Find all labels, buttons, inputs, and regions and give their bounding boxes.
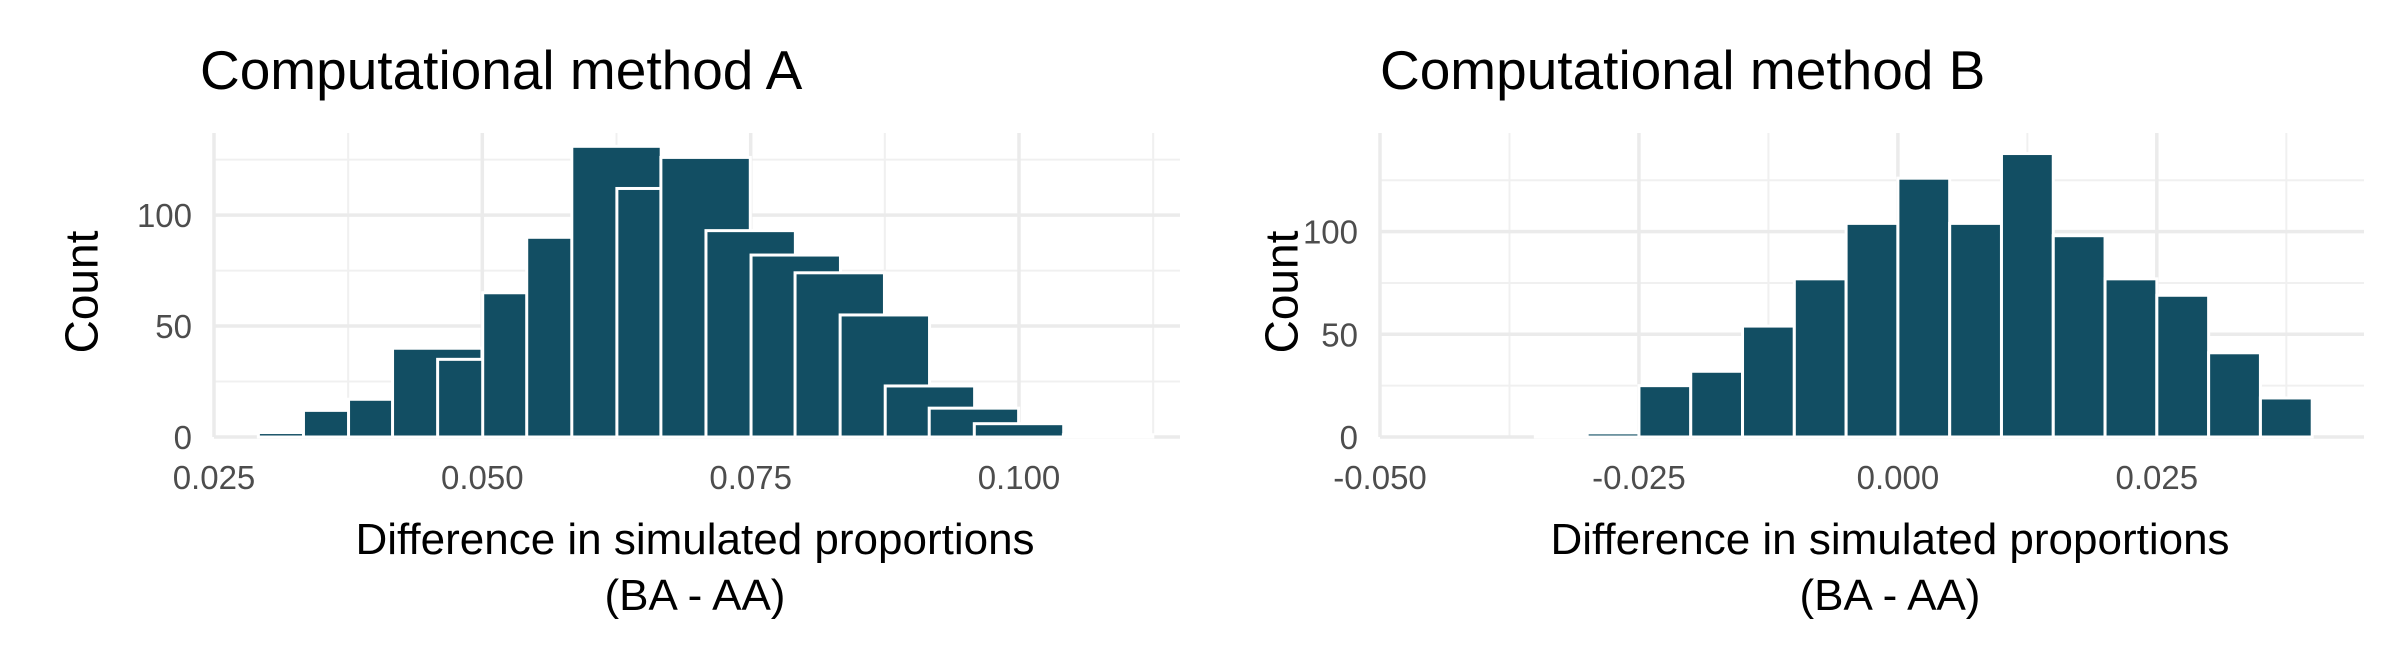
x-axis-label-line2: (BA - AA) (1799, 571, 1981, 620)
x-tick-label: 0.025 (173, 459, 256, 496)
histogram-bar (1061, 433, 1155, 439)
y-tick-label: 0 (174, 419, 192, 456)
histogram-bar (2258, 396, 2314, 439)
y-tick-label: 100 (1303, 214, 1358, 251)
x-tick-label: -0.050 (1333, 459, 1427, 496)
histogram-bar (1896, 176, 1952, 439)
x-axis-label: Difference in simulated proportions (BA … (235, 512, 1155, 624)
histogram-bar (1844, 221, 1900, 439)
bars (1533, 152, 2314, 439)
x-tick-label: 0.100 (978, 459, 1061, 496)
histogram-bar (2103, 277, 2159, 439)
chart-title: Computational method B (1380, 39, 1986, 101)
y-tick-label: 0 (1340, 419, 1358, 456)
histogram-bar (2051, 234, 2107, 439)
x-axis-label: Difference in simulated proportions (BA … (1410, 512, 2370, 624)
y-tick-label: 50 (1321, 316, 1358, 353)
histogram-bar (972, 422, 1066, 439)
y-tick-label: 50 (155, 308, 192, 345)
histogram-bar (1948, 221, 2003, 439)
histogram-bar (1999, 152, 2055, 439)
histogram-bar (1792, 277, 1848, 439)
chart-title: Computational method A (200, 39, 803, 101)
x-axis-label-line1: Difference in simulated proportions (1550, 515, 2230, 564)
y-tick-label: 100 (137, 197, 192, 234)
tick-labels: 0.025 0.050 0.075 0.100 0 50 100 (137, 197, 1060, 496)
x-tick-label: 0.025 (2116, 459, 2199, 496)
histogram-bar (1637, 384, 1693, 439)
histogram-bar (1585, 431, 1641, 439)
x-tick-label: 0.000 (1857, 459, 1940, 496)
x-axis-label-line1: Difference in simulated proportions (355, 515, 1035, 564)
bars (256, 144, 1155, 439)
x-axis-label-line2: (BA - AA) (604, 571, 786, 620)
x-tick-label: -0.025 (1592, 459, 1686, 496)
chart-panel-method-b: Computational method B Count -0.050 -0.02… (1200, 0, 2400, 672)
histogram-bar (2155, 293, 2211, 439)
histogram-plot: 0.025 0.050 0.075 0.100 0 50 100 (137, 133, 1180, 496)
histogram-bar (2207, 351, 2262, 439)
histogram-bar (1741, 324, 1796, 439)
tick-labels: -0.050 -0.025 0.000 0.025 0 50 100 (1303, 214, 2198, 496)
histogram-bar (1533, 433, 1589, 439)
chart-panel-method-a: Computational method A Count 0.025 0.050 0… (55, 39, 1180, 624)
histogram-plot: -0.050 -0.025 0.000 0.025 0 50 100 (1303, 133, 2364, 496)
x-tick-label: 0.075 (709, 459, 792, 496)
x-tick-label: 0.050 (441, 459, 524, 496)
histogram-bar (1689, 369, 1745, 439)
